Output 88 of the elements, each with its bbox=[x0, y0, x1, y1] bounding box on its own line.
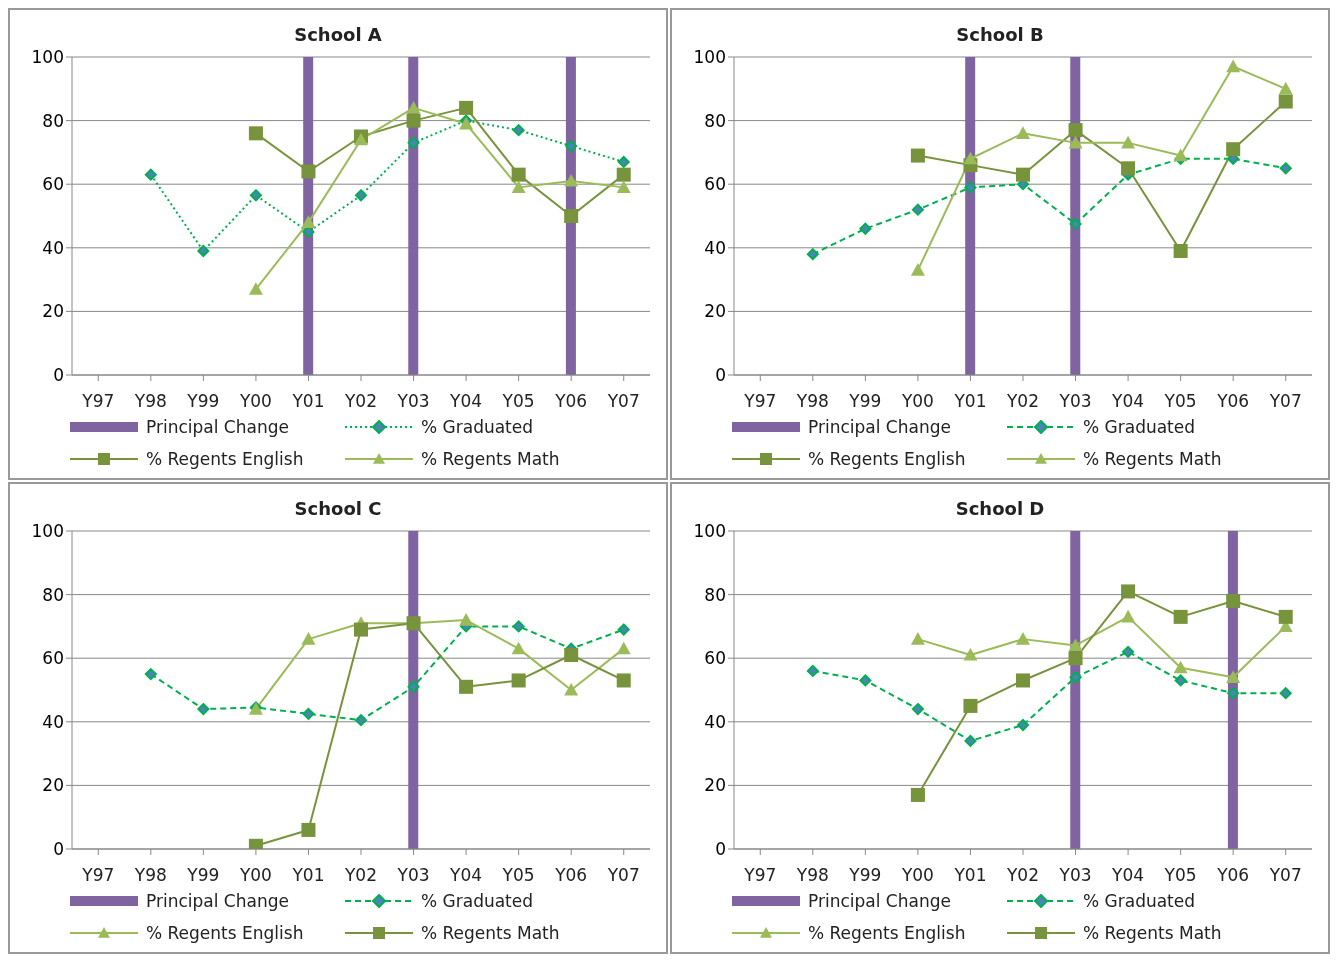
y-tick-label: 60 bbox=[42, 174, 64, 195]
x-tick-label: Y00 bbox=[900, 391, 934, 412]
chart-title: School D bbox=[954, 498, 1046, 519]
x-tick-label: Y01 bbox=[291, 391, 325, 412]
y-tick-label: 0 bbox=[53, 365, 64, 386]
legend-label: Principal Change bbox=[146, 417, 289, 437]
y-tick-label: 60 bbox=[704, 648, 726, 669]
y-tick-label: 80 bbox=[704, 584, 726, 605]
x-tick-label: Y97 bbox=[81, 865, 115, 886]
y-tick-label: 20 bbox=[704, 775, 726, 796]
legend-label: % Regents Math bbox=[1083, 923, 1222, 943]
x-tick-label: Y05 bbox=[501, 391, 535, 412]
x-tick-label: Y04 bbox=[449, 865, 483, 886]
x-tick-label: Y07 bbox=[606, 865, 640, 886]
legend-label: % Regents Math bbox=[1083, 449, 1222, 469]
x-tick-label: Y01 bbox=[953, 865, 987, 886]
x-tick-label: Y05 bbox=[1163, 391, 1197, 412]
legend-label: % Graduated bbox=[1083, 891, 1196, 911]
legend-label: % Regents Math bbox=[421, 449, 560, 469]
y-tick-label: 60 bbox=[42, 648, 64, 669]
x-tick-label: Y01 bbox=[291, 865, 325, 886]
y-tick-label: 0 bbox=[715, 365, 726, 386]
x-tick-label: Y98 bbox=[133, 391, 167, 412]
y-tick-label: 100 bbox=[31, 521, 64, 542]
x-tick-label: Y00 bbox=[238, 865, 272, 886]
legend-label: Principal Change bbox=[146, 891, 289, 911]
x-tick-label: Y05 bbox=[1163, 865, 1197, 886]
x-tick-label: Y03 bbox=[1058, 391, 1092, 412]
x-tick-label: Y06 bbox=[554, 865, 588, 886]
y-tick-label: 60 bbox=[704, 174, 726, 195]
x-tick-label: Y99 bbox=[848, 865, 882, 886]
y-tick-label: 0 bbox=[53, 839, 64, 860]
x-tick-label: Y02 bbox=[343, 391, 378, 412]
x-tick-label: Y02 bbox=[343, 865, 378, 886]
legend-label: % Regents English bbox=[146, 449, 304, 469]
x-tick-label: Y02 bbox=[1005, 865, 1040, 886]
x-tick-label: Y00 bbox=[238, 391, 272, 412]
x-tick-label: Y03 bbox=[1058, 865, 1092, 886]
y-tick-label: 0 bbox=[715, 839, 726, 860]
y-tick-label: 40 bbox=[704, 237, 726, 258]
x-tick-label: Y99 bbox=[848, 391, 882, 412]
legend-label: % Graduated bbox=[421, 417, 534, 437]
x-tick-label: Y04 bbox=[449, 391, 483, 412]
x-tick-label: Y99 bbox=[186, 391, 220, 412]
x-tick-label: Y03 bbox=[396, 865, 430, 886]
x-tick-label: Y06 bbox=[554, 391, 588, 412]
y-tick-label: 80 bbox=[704, 110, 726, 131]
y-tick-label: 100 bbox=[693, 47, 726, 68]
y-tick-label: 100 bbox=[31, 47, 64, 68]
legend-label: % Regents English bbox=[146, 923, 304, 943]
y-tick-label: 20 bbox=[704, 301, 726, 322]
x-tick-label: Y97 bbox=[81, 391, 115, 412]
y-tick-label: 100 bbox=[693, 521, 726, 542]
y-tick-label: 80 bbox=[42, 110, 64, 131]
legend-label: Principal Change bbox=[808, 891, 951, 911]
x-tick-label: Y04 bbox=[1111, 865, 1145, 886]
legend-label: % Regents English bbox=[808, 449, 966, 469]
chart-title: School A bbox=[293, 24, 383, 45]
x-tick-label: Y06 bbox=[1216, 865, 1250, 886]
y-tick-label: 40 bbox=[42, 711, 64, 732]
x-tick-label: Y97 bbox=[743, 865, 777, 886]
legend-label: % Regents English bbox=[808, 923, 966, 943]
x-tick-label: Y98 bbox=[133, 865, 167, 886]
x-tick-label: Y01 bbox=[953, 391, 987, 412]
y-tick-label: 40 bbox=[704, 711, 726, 732]
x-tick-label: Y03 bbox=[396, 391, 430, 412]
x-tick-label: Y07 bbox=[1268, 391, 1302, 412]
legend-label: % Regents Math bbox=[421, 923, 560, 943]
legend-label: % Graduated bbox=[421, 891, 534, 911]
chart-title: School C bbox=[293, 498, 383, 519]
chart-title: School B bbox=[955, 24, 1045, 45]
x-tick-label: Y06 bbox=[1216, 391, 1250, 412]
y-tick-label: 20 bbox=[42, 301, 64, 322]
x-tick-label: Y97 bbox=[743, 391, 777, 412]
y-tick-label: 80 bbox=[42, 584, 64, 605]
x-tick-label: Y99 bbox=[186, 865, 220, 886]
x-tick-label: Y98 bbox=[795, 391, 829, 412]
x-tick-label: Y04 bbox=[1111, 391, 1145, 412]
x-tick-label: Y05 bbox=[501, 865, 535, 886]
legend-label: % Graduated bbox=[1083, 417, 1196, 437]
x-tick-label: Y00 bbox=[900, 865, 934, 886]
x-tick-label: Y02 bbox=[1005, 391, 1040, 412]
x-tick-label: Y07 bbox=[606, 391, 640, 412]
x-tick-label: Y98 bbox=[795, 865, 829, 886]
y-tick-label: 20 bbox=[42, 775, 64, 796]
x-tick-label: Y07 bbox=[1268, 865, 1302, 886]
y-tick-label: 40 bbox=[42, 237, 64, 258]
legend-label: Principal Change bbox=[808, 417, 951, 437]
